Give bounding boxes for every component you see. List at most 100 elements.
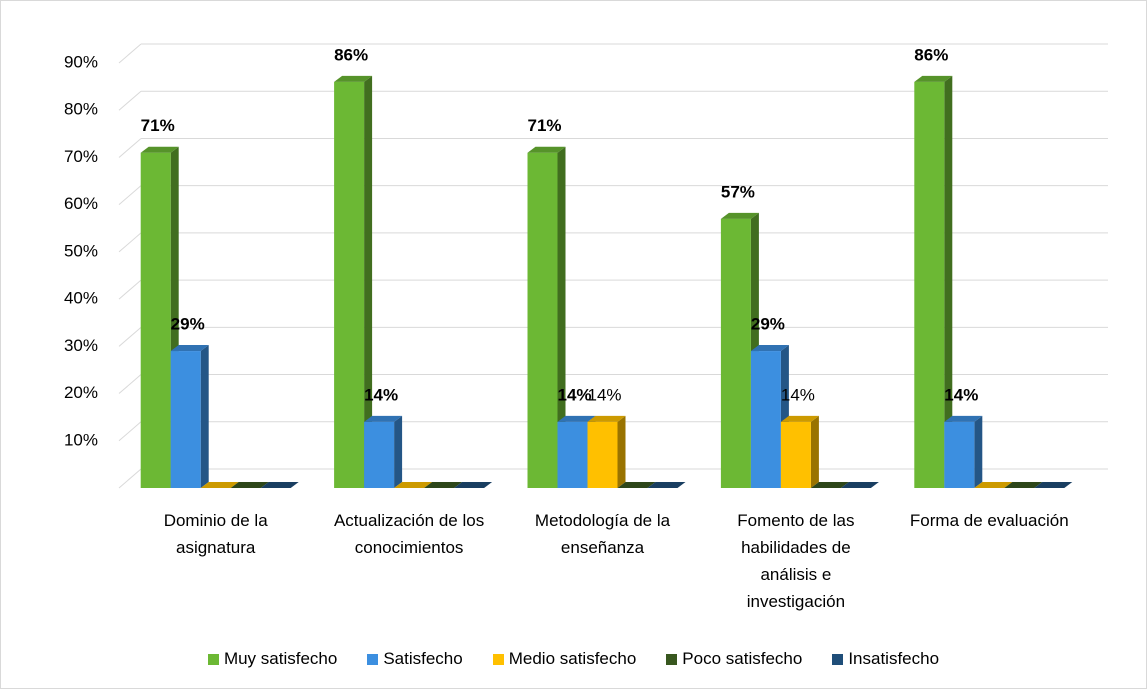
- bar: [170, 345, 209, 488]
- bar: [394, 482, 433, 488]
- data-label: 14%: [781, 385, 815, 404]
- legend: Muy satisfecho Satisfecho Medio satisfecho…: [1, 649, 1146, 669]
- bar-side: [394, 415, 403, 488]
- bar: [944, 415, 983, 488]
- bar-side: [810, 415, 819, 488]
- legend-label: Medio satisfecho: [508, 649, 637, 668]
- data-label: 14%: [364, 385, 398, 404]
- bar: [334, 75, 373, 488]
- data-label: 14%: [944, 385, 978, 404]
- legend-label: Insatisfecho: [848, 649, 940, 668]
- bar-side: [364, 75, 373, 488]
- legend-swatch: [367, 653, 379, 665]
- bar: [617, 482, 656, 488]
- bar-top: [974, 482, 1013, 488]
- data-label: 57%: [721, 182, 755, 201]
- bar: [230, 482, 269, 488]
- data-label: 14%: [557, 385, 591, 404]
- legend-swatch: [492, 653, 504, 665]
- bar-top: [647, 482, 686, 488]
- y-tick-label: 90%: [64, 52, 98, 71]
- bar-top: [424, 482, 463, 488]
- legend-label: Poco satisfecho: [682, 649, 803, 668]
- grid-line: [118, 374, 142, 394]
- bar-front: [364, 421, 395, 488]
- data-label: 71%: [141, 116, 175, 135]
- bar-top: [557, 415, 596, 422]
- legend-item: Poco satisfecho: [666, 649, 802, 669]
- y-tick-label: 40%: [64, 289, 98, 308]
- bar: [780, 415, 819, 488]
- bar-front: [780, 421, 811, 488]
- bar-top: [914, 75, 953, 82]
- bar-front: [720, 218, 751, 489]
- x-tick-label: Forma de evaluación: [909, 511, 1069, 530]
- bar: [914, 75, 953, 488]
- bar-top: [810, 482, 849, 488]
- bar-top: [140, 146, 179, 153]
- bar: [260, 482, 299, 488]
- bar-top: [780, 415, 819, 422]
- y-tick-label: 50%: [64, 241, 98, 260]
- y-tick-label: 60%: [64, 194, 98, 213]
- y-tick-label: 80%: [64, 100, 98, 119]
- bar-front: [527, 152, 558, 488]
- grid-line: [118, 138, 142, 158]
- bar-top: [394, 482, 433, 488]
- legend-item: Insatisfecho: [832, 649, 939, 669]
- bar-front: [587, 421, 618, 488]
- legend-swatch: [832, 653, 844, 665]
- legend-swatch: [666, 653, 678, 665]
- bar: [364, 415, 403, 488]
- bar-top: [200, 482, 239, 488]
- data-label: 29%: [171, 315, 205, 334]
- bar-side: [617, 415, 626, 488]
- bar-front: [170, 351, 201, 488]
- bar-top: [454, 482, 493, 488]
- data-label: 14%: [587, 385, 621, 404]
- legend-label: Satisfecho: [383, 649, 463, 668]
- bar-top: [944, 415, 983, 422]
- y-tick-label: 70%: [64, 147, 98, 166]
- bar-top: [720, 212, 759, 219]
- bar-front: [750, 351, 781, 488]
- bar: [587, 415, 626, 488]
- bar-front: [140, 152, 171, 488]
- bar: [810, 482, 849, 488]
- floor: [118, 468, 142, 489]
- y-tick-label: 20%: [64, 383, 98, 402]
- grid-line: [118, 43, 142, 64]
- bar-front: [557, 421, 588, 488]
- bar: [454, 482, 493, 488]
- legend-label: Muy satisfecho: [223, 649, 338, 668]
- bar-top: [334, 75, 373, 82]
- y-tick-label: 10%: [64, 430, 98, 449]
- bar-front: [914, 81, 945, 488]
- bar-top: [364, 415, 403, 422]
- bar-side: [557, 146, 566, 488]
- y-tick-label: 30%: [64, 336, 98, 355]
- bar-top: [170, 345, 209, 352]
- bar: [974, 482, 1013, 488]
- bar-top: [230, 482, 269, 488]
- bar-front: [334, 81, 365, 488]
- bar: [424, 482, 463, 488]
- grid-line: [118, 90, 142, 111]
- bar: [527, 146, 566, 488]
- bar-top: [750, 345, 789, 352]
- x-tick-label: Fomento de las habilidades de análisis e…: [737, 511, 855, 611]
- bar-side: [944, 75, 953, 488]
- bar: [840, 482, 879, 488]
- legend-item: Medio satisfecho: [492, 649, 637, 669]
- data-label: 86%: [334, 45, 368, 64]
- legend-swatch: [207, 653, 219, 665]
- grid-line: [118, 185, 142, 206]
- data-label: 86%: [914, 45, 948, 64]
- bar-top: [527, 146, 566, 153]
- legend-item: Satisfecho: [367, 649, 463, 669]
- bar-top: [617, 482, 656, 488]
- bar: [647, 482, 686, 488]
- bar: [200, 482, 239, 488]
